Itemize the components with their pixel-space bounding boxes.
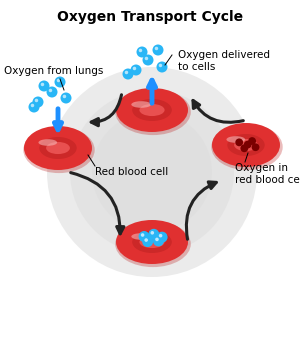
Circle shape (153, 236, 164, 246)
Circle shape (38, 80, 50, 91)
Ellipse shape (115, 221, 191, 267)
FancyArrowPatch shape (71, 173, 124, 234)
Circle shape (145, 57, 148, 60)
Text: Oxygen delivered
to cells: Oxygen delivered to cells (178, 50, 270, 72)
Circle shape (157, 62, 167, 72)
Text: Red blood cell: Red blood cell (95, 167, 168, 177)
Circle shape (155, 238, 159, 241)
Circle shape (148, 229, 159, 240)
Ellipse shape (132, 99, 172, 121)
Circle shape (235, 139, 243, 146)
Ellipse shape (227, 134, 265, 156)
Circle shape (244, 141, 252, 148)
FancyArrowPatch shape (91, 95, 122, 126)
Circle shape (155, 47, 158, 50)
Circle shape (157, 232, 168, 243)
Circle shape (49, 89, 52, 92)
Circle shape (41, 83, 44, 86)
Circle shape (32, 97, 44, 107)
Circle shape (248, 137, 256, 145)
Circle shape (92, 112, 212, 232)
Circle shape (159, 234, 162, 237)
Ellipse shape (39, 137, 77, 159)
Circle shape (159, 64, 162, 67)
Circle shape (125, 71, 128, 74)
Circle shape (28, 102, 40, 112)
Ellipse shape (115, 89, 191, 135)
Circle shape (152, 44, 164, 56)
FancyArrowPatch shape (193, 100, 243, 122)
Ellipse shape (46, 142, 70, 154)
Ellipse shape (23, 127, 95, 173)
Circle shape (142, 55, 154, 65)
Ellipse shape (131, 101, 151, 108)
Circle shape (141, 233, 144, 237)
Circle shape (142, 236, 153, 247)
Circle shape (31, 104, 34, 107)
Circle shape (70, 90, 234, 254)
Text: Oxygen Transport Cycle: Oxygen Transport Cycle (57, 10, 243, 24)
Circle shape (240, 145, 248, 152)
Circle shape (144, 238, 148, 242)
Circle shape (133, 67, 136, 70)
Circle shape (47, 67, 257, 277)
Circle shape (63, 95, 66, 98)
Ellipse shape (140, 104, 165, 116)
Circle shape (55, 77, 65, 88)
Ellipse shape (24, 126, 92, 170)
Circle shape (35, 99, 38, 102)
Ellipse shape (212, 123, 280, 167)
Ellipse shape (234, 139, 258, 151)
Ellipse shape (132, 231, 172, 253)
Ellipse shape (38, 139, 57, 146)
Circle shape (136, 47, 148, 57)
Ellipse shape (131, 233, 151, 240)
Circle shape (46, 86, 58, 98)
Circle shape (139, 49, 142, 52)
Ellipse shape (116, 220, 188, 264)
Circle shape (139, 231, 150, 242)
Ellipse shape (211, 124, 283, 170)
Ellipse shape (140, 236, 165, 248)
Circle shape (130, 64, 142, 76)
Ellipse shape (226, 136, 245, 143)
Ellipse shape (116, 88, 188, 132)
FancyArrowPatch shape (54, 109, 61, 130)
FancyArrowPatch shape (186, 182, 216, 239)
Circle shape (57, 79, 60, 82)
FancyArrowPatch shape (148, 80, 156, 103)
Circle shape (122, 69, 134, 79)
Text: Oxygen from lungs: Oxygen from lungs (4, 66, 104, 76)
Circle shape (252, 143, 260, 151)
Circle shape (61, 92, 71, 104)
Text: Oxygen in
red blood cell: Oxygen in red blood cell (235, 163, 300, 184)
Circle shape (151, 231, 154, 234)
